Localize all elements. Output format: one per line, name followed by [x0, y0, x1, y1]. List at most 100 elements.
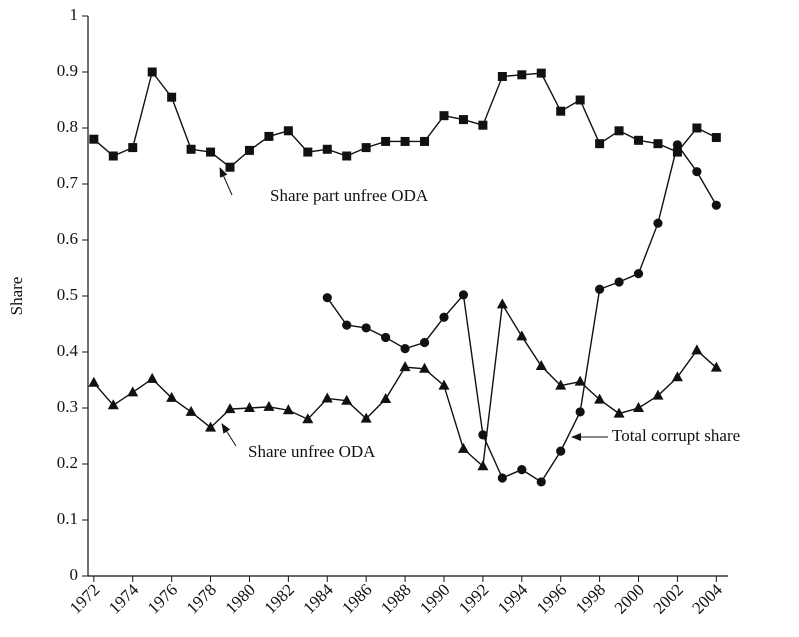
data-point: [653, 218, 663, 228]
x-tick-label: 1980: [222, 580, 259, 617]
data-point: [594, 393, 606, 404]
data-point: [224, 403, 236, 414]
x-tick-label: 1996: [533, 580, 570, 617]
annotation-arrow: [221, 423, 237, 447]
data-point: [497, 71, 507, 81]
data-point: [575, 95, 585, 105]
data-point: [88, 376, 100, 387]
series-annotation: Share part unfree ODA: [270, 186, 429, 205]
data-point: [633, 402, 645, 412]
y-tick-label: 0: [70, 565, 79, 584]
data-point: [361, 143, 371, 153]
data-point: [400, 136, 410, 146]
data-point: [497, 473, 507, 483]
data-point: [575, 407, 585, 417]
data-point: [303, 147, 313, 157]
data-point: [458, 290, 469, 300]
data-point: [439, 111, 449, 121]
data-point: [147, 67, 157, 77]
data-point: [614, 126, 624, 136]
data-point: [127, 386, 139, 397]
data-point: [420, 136, 430, 146]
x-tick-label: 2000: [611, 580, 648, 617]
data-point: [380, 393, 392, 404]
data-point: [166, 391, 178, 402]
data-point: [595, 284, 605, 294]
data-point: [457, 442, 469, 453]
data-point: [342, 320, 352, 330]
x-tick-label: 1982: [260, 580, 297, 617]
data-point: [478, 120, 488, 130]
data-point: [283, 126, 293, 136]
data-point: [672, 140, 683, 150]
data-point: [671, 371, 683, 382]
y-tick-label: 1: [70, 5, 79, 24]
y-tick-label: 0.5: [57, 285, 78, 304]
x-tick-label: 1984: [299, 580, 337, 618]
data-point: [711, 133, 721, 143]
data-point: [556, 106, 566, 116]
data-point: [536, 68, 546, 78]
data-point: [419, 337, 430, 348]
data-point: [361, 323, 371, 333]
data-point: [264, 131, 274, 141]
series-annotation: Share unfree ODA: [248, 442, 376, 461]
y-tick-label: 0.7: [57, 173, 79, 192]
x-tick-label: 1978: [183, 580, 220, 617]
x-tick-label: 1992: [455, 580, 492, 617]
x-tick-label: 1972: [66, 580, 103, 617]
data-point: [399, 361, 411, 372]
data-point: [186, 144, 196, 154]
data-point: [263, 400, 275, 411]
y-axis-label: Share: [7, 277, 26, 316]
data-point: [381, 332, 391, 343]
data-point: [400, 344, 410, 354]
data-point: [322, 293, 332, 303]
y-tick-label: 0.8: [57, 117, 78, 136]
data-point: [108, 151, 118, 161]
x-tick-label: 1990: [416, 580, 453, 617]
data-point: [342, 151, 352, 161]
x-tick-label: 1976: [144, 580, 181, 617]
data-point: [536, 477, 546, 487]
data-point: [381, 136, 391, 146]
data-point: [458, 115, 468, 125]
data-point: [711, 200, 721, 210]
data-point: [634, 135, 644, 145]
data-point: [555, 379, 567, 390]
data-point: [517, 465, 527, 475]
data-point: [225, 162, 235, 172]
data-point: [496, 298, 508, 309]
data-point: [206, 147, 216, 157]
data-point: [691, 344, 703, 355]
data-point: [360, 412, 372, 423]
x-tick-label: 1988: [377, 580, 414, 617]
data-point: [672, 147, 682, 157]
data-point: [710, 361, 722, 372]
data-point: [439, 312, 449, 322]
data-point: [321, 392, 333, 403]
y-tick-label: 0.2: [57, 453, 78, 472]
data-point: [185, 405, 197, 416]
data-point: [322, 144, 332, 154]
data-point: [419, 362, 431, 373]
y-tick-label: 0.4: [57, 341, 79, 360]
data-point: [652, 389, 664, 400]
data-point: [535, 360, 547, 370]
data-point: [107, 399, 119, 410]
data-point: [89, 134, 99, 144]
data-point: [282, 404, 294, 415]
data-point: [438, 379, 450, 390]
y-tick-label: 0.6: [57, 229, 78, 248]
data-point: [516, 330, 528, 341]
data-point: [205, 421, 217, 432]
data-point: [574, 375, 586, 386]
x-tick-label: 1998: [572, 580, 609, 617]
data-point: [146, 372, 158, 383]
data-point: [614, 277, 624, 287]
data-point: [692, 123, 702, 133]
data-point: [341, 394, 353, 405]
data-point: [244, 145, 254, 155]
y-tick-label: 0.3: [57, 397, 78, 416]
data-point: [653, 139, 663, 149]
